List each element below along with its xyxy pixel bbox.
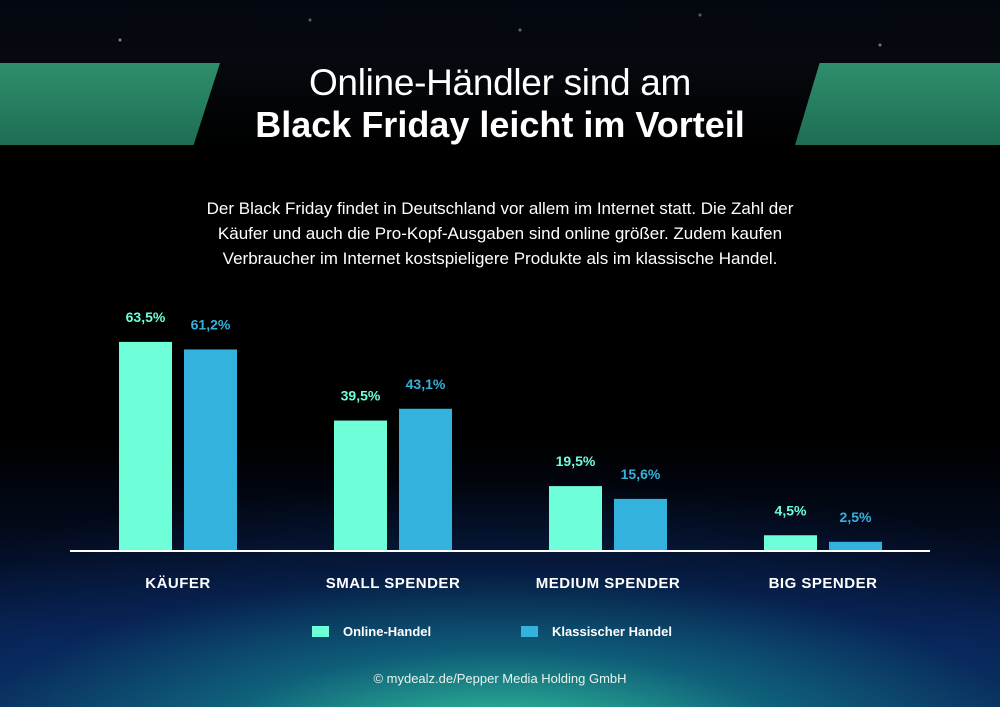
value-label-klassisch-1: 43,1% xyxy=(406,376,446,392)
title-banner-right xyxy=(795,63,1000,145)
category-label-2: MEDIUM SPENDER xyxy=(536,575,681,592)
bar-klassisch-3 xyxy=(829,541,882,550)
legend-swatch-klassisch xyxy=(521,626,538,637)
category-label-3: BIG SPENDER xyxy=(769,575,878,592)
legend-item-online: Online-Handel xyxy=(312,624,431,639)
bar-online-2 xyxy=(549,486,602,550)
title-line-1: Online-Händler sind am xyxy=(308,62,692,103)
value-label-klassisch-3: 2,5% xyxy=(840,509,872,525)
bar-online-0 xyxy=(119,341,172,550)
value-label-online-0: 63,5% xyxy=(126,309,166,325)
category-label-1: SMALL SPENDER xyxy=(326,575,461,592)
bar-klassisch-1 xyxy=(399,408,452,550)
bar-klassisch-0 xyxy=(184,349,237,550)
intro-line-1: Der Black Friday findet in Deutschland v… xyxy=(206,199,794,218)
intro-line-3: Verbraucher im Internet kostspieligere P… xyxy=(222,249,778,268)
legend-item-klassisch: Klassischer Handel xyxy=(521,624,672,639)
legend-swatch-online xyxy=(312,626,329,637)
value-label-online-1: 39,5% xyxy=(341,388,381,404)
bar-klassisch-2 xyxy=(614,498,667,550)
bar-online-1 xyxy=(334,420,387,550)
value-label-online-2: 19,5% xyxy=(556,453,596,469)
intro-text: Der Black Friday findet in Deutschland v… xyxy=(140,196,860,271)
value-label-online-3: 4,5% xyxy=(775,502,807,518)
title-line-2: Black Friday leicht im Vorteil xyxy=(255,104,745,145)
category-label-0: KÄUFER xyxy=(145,575,211,592)
value-label-klassisch-0: 61,2% xyxy=(191,316,231,332)
title-banner-left xyxy=(0,63,220,145)
bar-online-3 xyxy=(764,535,817,550)
value-label-klassisch-2: 15,6% xyxy=(621,466,661,482)
legend-label-klassisch: Klassischer Handel xyxy=(552,624,672,639)
legend-label-online: Online-Handel xyxy=(343,624,432,639)
intro-line-2: Käufer und auch die Pro-Kopf-Ausgaben si… xyxy=(217,224,783,243)
copyright-credit: © mydealz.de/Pepper Media Holding GmbH xyxy=(373,671,627,686)
